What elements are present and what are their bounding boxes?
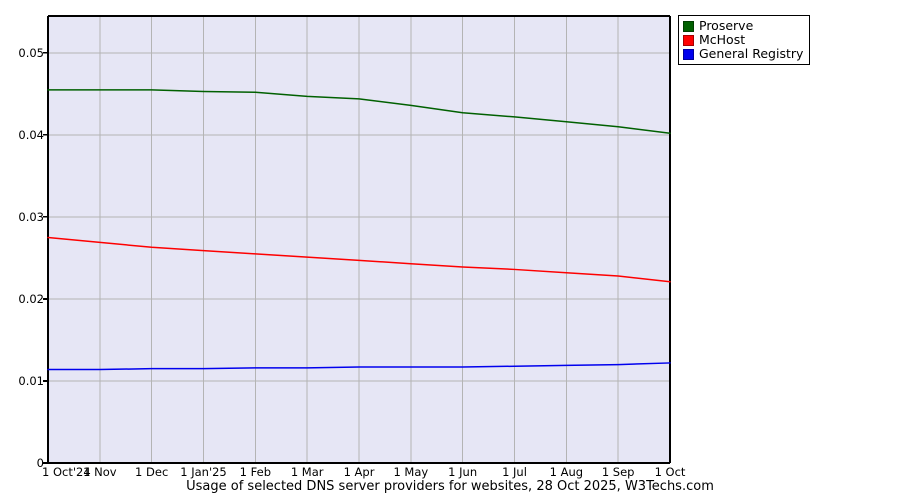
data-series-lines (47, 89, 671, 371)
chart-caption: Usage of selected DNS server providers f… (186, 479, 714, 494)
x-tick-label: 1 Jun (448, 465, 478, 479)
series-line-mchost (47, 236, 671, 283)
legend-swatch-icon (683, 20, 694, 32)
x-tick-label: 1 Feb (239, 465, 271, 479)
x-tick-label: 1 Apr (343, 465, 375, 479)
legend-item: McHost (683, 33, 803, 47)
x-tick-label: 1 Oct'24 (42, 465, 91, 479)
series-line-general-registry (47, 362, 671, 371)
axis-tick-marks (43, 52, 48, 464)
legend-label: McHost (699, 31, 746, 47)
legend-item: General Registry (683, 47, 803, 61)
chart-legend: Proserve McHost General Registry (678, 15, 811, 65)
x-tick-label: 1 Aug (549, 465, 584, 479)
y-tick-label: 0 (36, 456, 44, 470)
y-tick-label: 0.04 (18, 127, 44, 142)
y-tick-label: 0.01 (18, 373, 44, 388)
x-tick-label: 1 Nov (83, 465, 117, 479)
legend-item: Proserve (683, 19, 803, 33)
series-line-proserve (47, 89, 671, 135)
x-tick-label: 1 Jul (502, 465, 527, 479)
legend-label: General Registry (699, 45, 804, 61)
y-axis-tick-labels: 0 0.01 0.02 0.03 0.04 0.05 (0, 0, 44, 500)
x-tick-label: 1 Sep (601, 465, 635, 479)
x-tick-label: 1 Mar (290, 465, 324, 479)
y-tick-label: 0.05 (18, 45, 44, 60)
x-tick-label: 1 Jan'25 (180, 465, 227, 479)
legend-swatch-icon (683, 34, 694, 46)
y-tick-label: 0.02 (18, 291, 44, 306)
x-tick-label: 1 May (393, 465, 429, 479)
y-tick-label: 0.03 (18, 209, 44, 224)
legend-swatch-icon (683, 48, 694, 60)
legend-label: Proserve (699, 17, 754, 33)
x-tick-label: 1 Dec (135, 465, 169, 479)
x-tick-label: 1 Oct (654, 465, 686, 479)
